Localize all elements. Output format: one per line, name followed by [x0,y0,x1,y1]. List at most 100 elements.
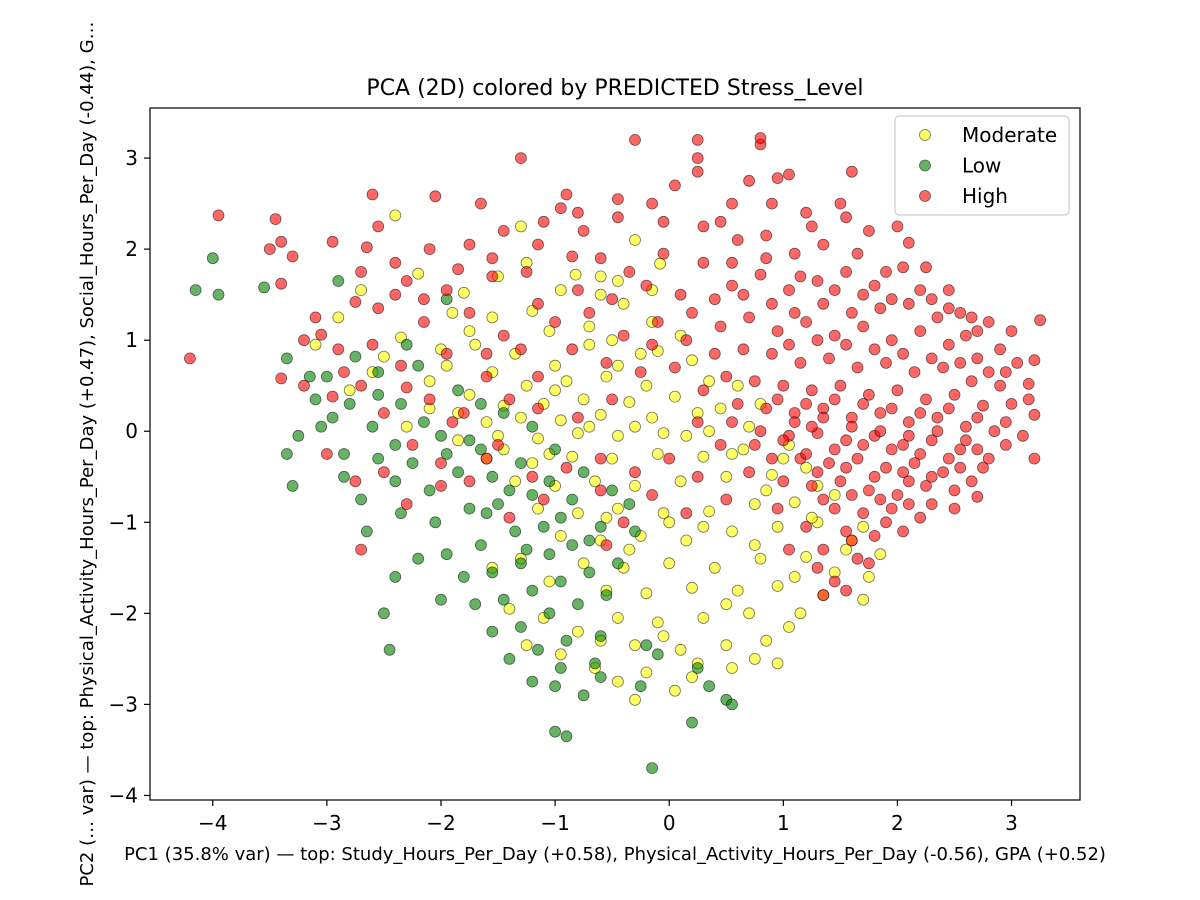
series-high [183,132,1046,601]
data-point-high [766,297,778,310]
data-point-high [697,256,710,269]
data-point-high [788,416,801,429]
data-point-low [503,484,516,497]
data-point-moderate [577,393,590,406]
data-point-high [663,452,676,465]
data-point-low [258,281,271,294]
data-point-moderate [828,489,841,501]
data-point-moderate [651,616,664,629]
data-point-low [554,662,567,674]
data-point-high [406,438,419,451]
data-point-moderate [629,479,641,492]
data-point-high [954,443,967,456]
data-point-low [452,384,465,397]
data-point-high [834,379,847,392]
data-point-low [389,438,402,451]
data-point-low [543,548,556,561]
data-point-moderate [857,593,870,606]
data-point-high [942,302,955,315]
data-point-moderate [857,520,870,533]
data-point-moderate [726,448,738,460]
data-point-moderate [543,325,556,338]
data-point-high [777,475,790,488]
data-point-high [880,356,892,369]
data-point-high [805,420,818,433]
data-point-high [840,461,852,474]
data-point-high [851,247,864,260]
data-point-moderate [617,297,630,310]
x-tick-label: −2 [426,811,455,835]
data-point-low [469,598,482,611]
data-point-high [857,438,870,451]
data-point-moderate [800,461,812,474]
data-point-high [572,206,584,219]
data-point-moderate [800,551,812,563]
data-point-high [840,584,852,597]
data-point-high [183,352,196,365]
data-point-high [537,215,550,228]
data-point-high [840,265,852,278]
data-point-high [452,263,465,276]
data-point-low [492,498,504,511]
data-point-high [435,457,447,470]
data-point-high [395,359,407,372]
data-point-moderate [640,379,653,392]
data-point-high [845,420,858,433]
data-point-moderate [532,502,544,515]
data-point-high [999,438,1012,451]
data-point-high [902,475,915,488]
data-point-high [823,352,835,365]
data-point-high [646,197,658,210]
data-point-high [971,490,984,503]
data-point-moderate [640,666,653,679]
data-point-high [440,284,453,297]
data-point-low [349,350,362,363]
data-point-high [885,402,898,415]
data-point-high [805,479,818,492]
data-point-moderate [697,520,710,533]
data-point-moderate [720,598,733,611]
data-point-low [497,593,510,606]
data-point-low [600,589,613,601]
data-point-high [925,434,938,447]
data-point-high [920,479,932,492]
data-point-high [817,589,830,601]
data-point-moderate [486,311,499,324]
data-point-high [1011,356,1024,369]
data-point-high [754,268,767,281]
data-point-high [783,284,795,297]
data-point-low [389,571,402,583]
data-point-low [452,466,465,479]
data-point-high [845,489,858,501]
data-point-high [486,270,499,283]
data-point-moderate [589,475,601,488]
data-point-low [515,457,527,470]
data-point-high [532,402,544,415]
data-point-moderate [783,621,795,633]
data-point-high [669,361,681,374]
data-point-low [566,539,579,551]
data-point-high [1022,377,1035,390]
data-point-high [965,375,978,388]
data-point-low [372,366,385,379]
data-point-high [960,420,972,433]
data-point-moderate [680,534,693,547]
data-point-low [309,393,322,406]
data-point-high [783,338,795,351]
data-point-low [463,434,476,447]
data-point-high [902,416,915,429]
legend: Moderate Low High [894,115,1070,216]
data-point-low [594,630,607,642]
data-point-moderate [566,450,579,463]
data-point-moderate [634,347,647,360]
data-point-high [492,438,504,451]
data-point-moderate [569,268,582,281]
data-point-high [857,288,870,301]
data-point-high [811,334,824,347]
data-point-high [726,256,738,269]
data-point-low [303,370,316,383]
data-point-high [948,388,961,401]
data-point-high [463,475,476,488]
data-point-high [743,466,755,479]
data-point-low [423,484,436,497]
